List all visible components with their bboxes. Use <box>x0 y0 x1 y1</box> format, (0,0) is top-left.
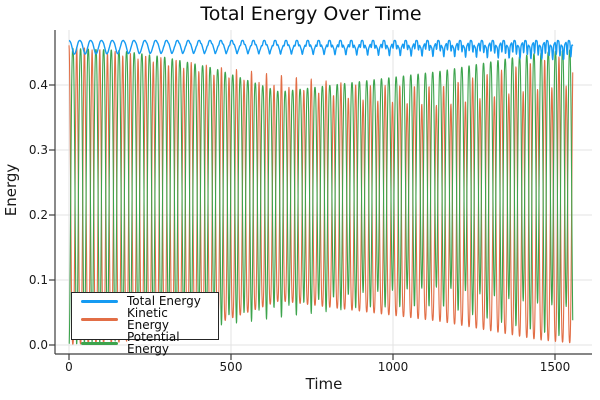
y-tick-label: 0.0 <box>28 338 48 352</box>
legend-label: Kinetic Energy <box>127 306 170 332</box>
axes <box>49 30 592 360</box>
x-tick-label: 0 <box>65 360 73 374</box>
x-axis-label: Time <box>305 375 343 393</box>
legend-line-kinetic-energy-icon <box>81 317 118 321</box>
chart-title: Total Energy Over Time <box>200 3 422 25</box>
y-tick-label: 0.3 <box>28 143 48 157</box>
legend: Total Energy Kinetic Energy Potential En… <box>71 292 219 355</box>
x-tick-label: 1500 <box>539 360 571 374</box>
legend-line-total-energy-icon <box>81 299 118 303</box>
y-tick-label: 0.1 <box>28 273 48 287</box>
series-line-total-energy <box>68 39 574 61</box>
legend-item-kinetic-energy: Kinetic Energy <box>81 307 212 331</box>
x-tick-label: 500 <box>219 360 243 374</box>
y-tick-label: 0.4 <box>28 78 48 92</box>
legend-line-potential-energy-icon <box>81 341 118 345</box>
y-tick-label: 0.2 <box>28 208 48 222</box>
legend-item-potential-energy: Potential Energy <box>81 331 212 355</box>
x-tick-label: 1000 <box>377 360 409 374</box>
legend-label: Potential Energy <box>127 330 180 356</box>
legend-item-total-energy: Total Energy <box>81 295 212 307</box>
legend-label: Total Energy <box>127 294 201 308</box>
